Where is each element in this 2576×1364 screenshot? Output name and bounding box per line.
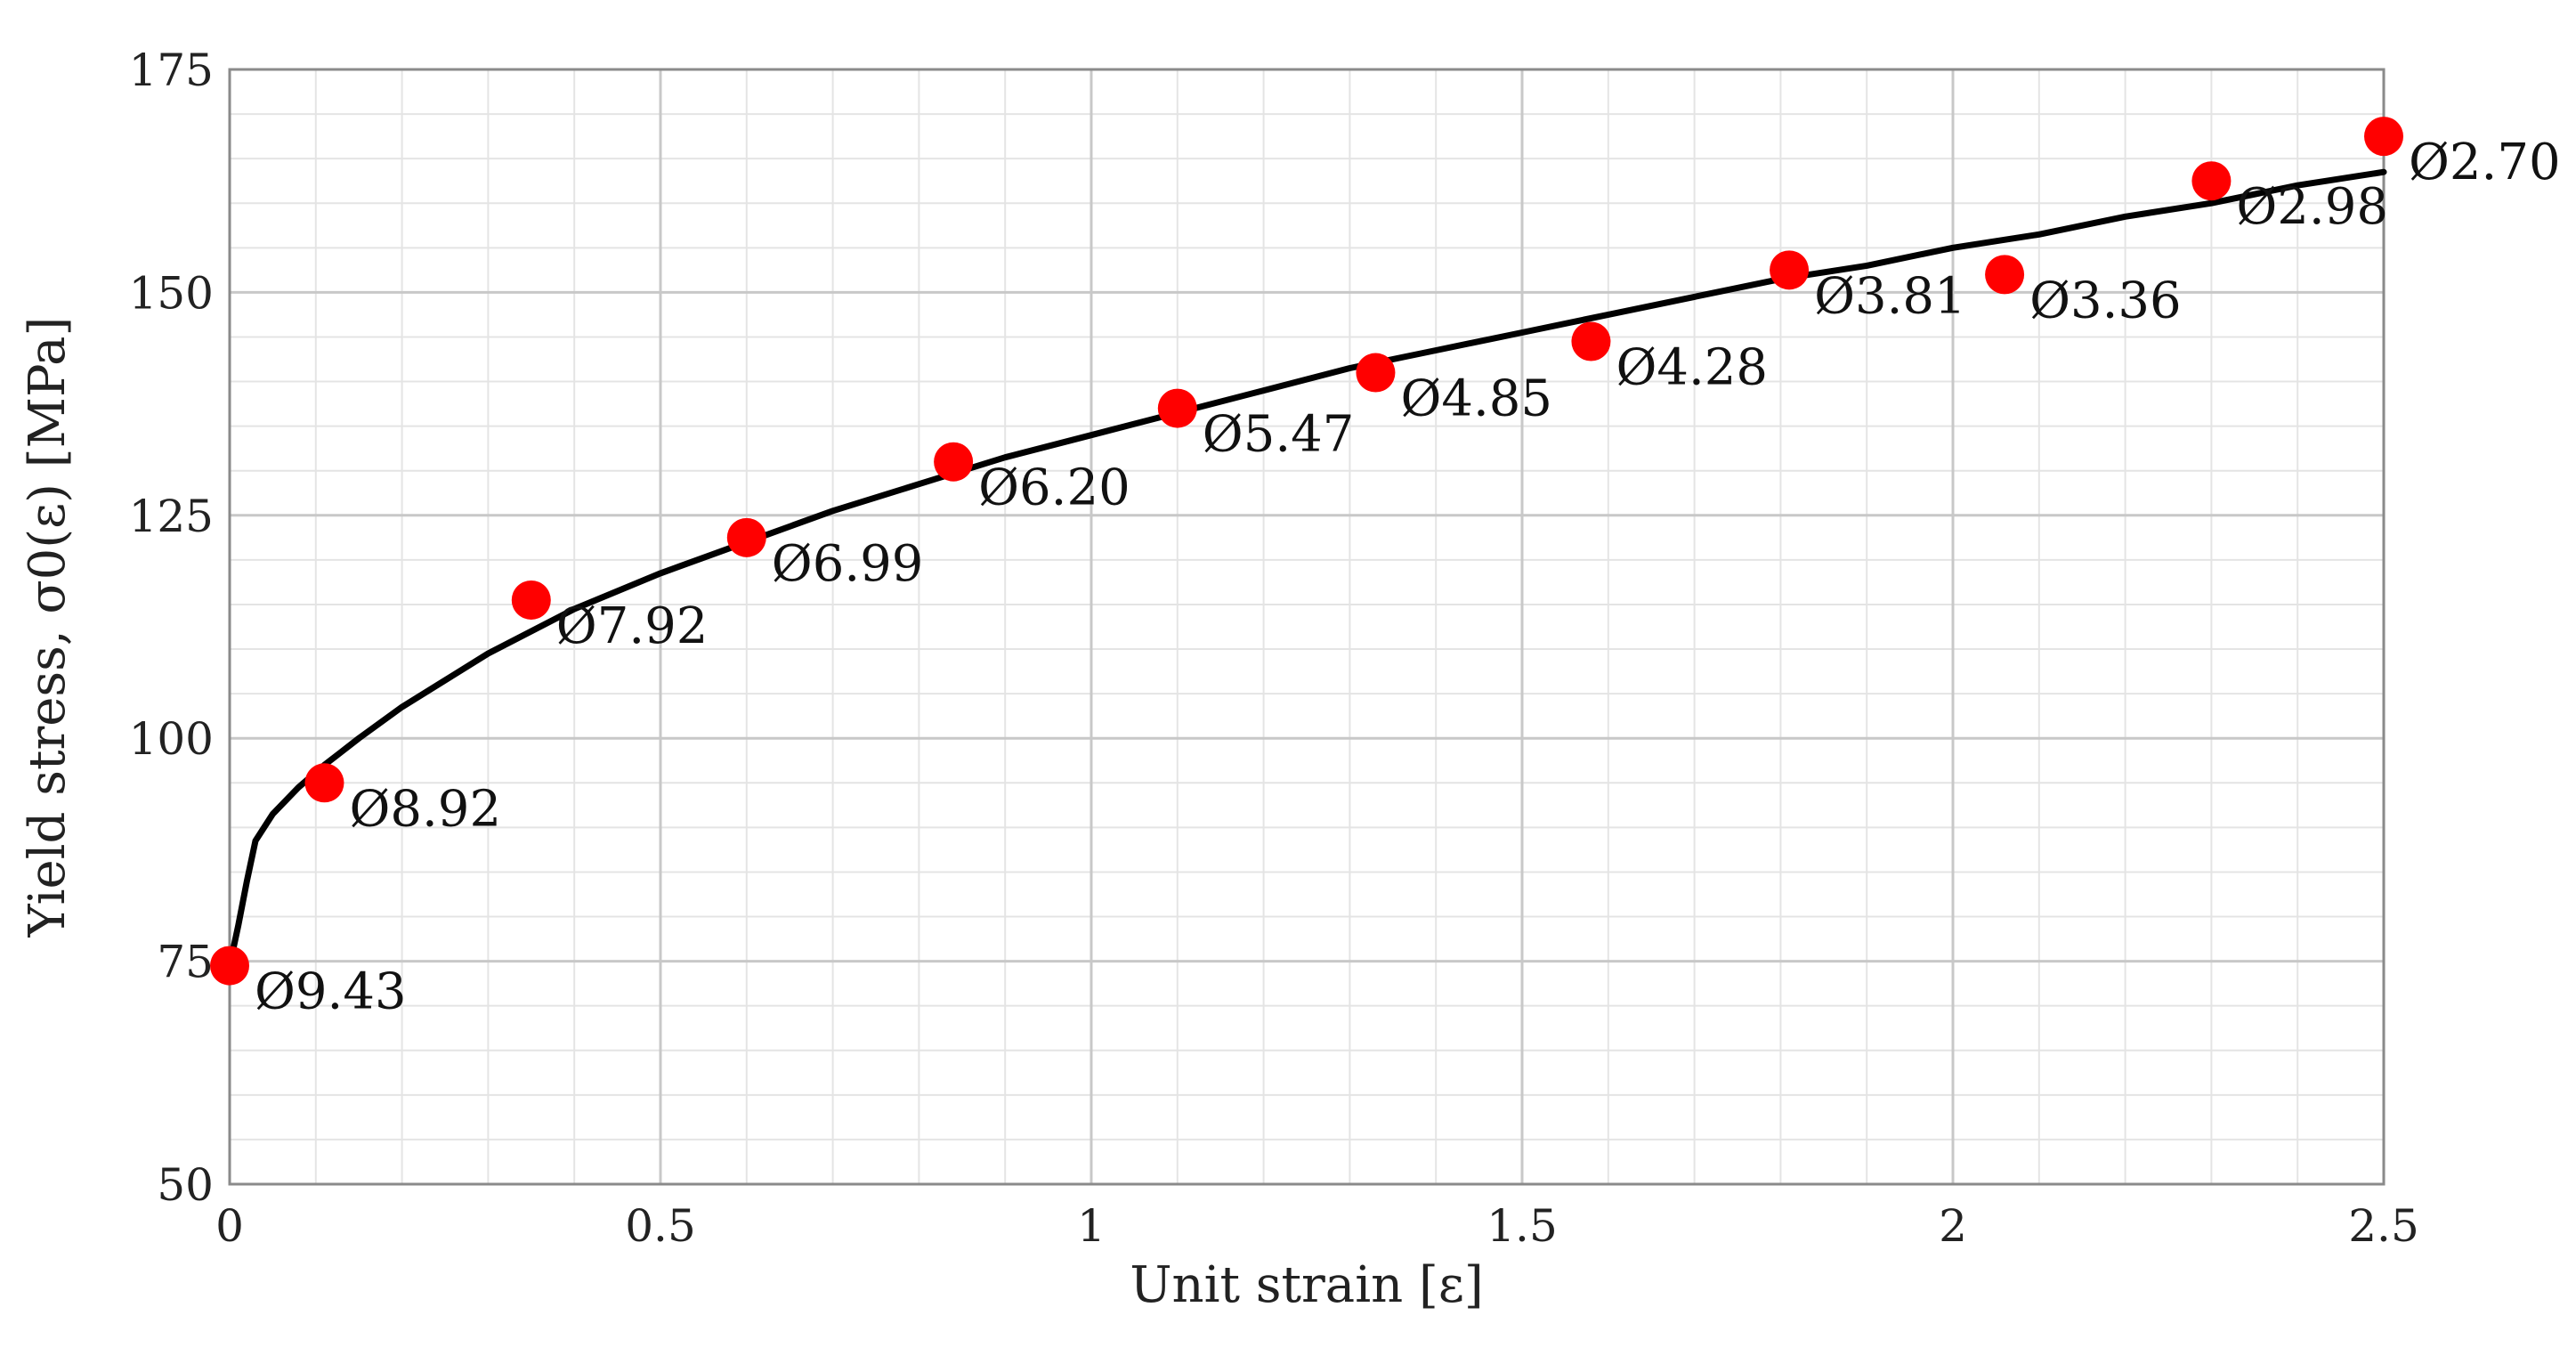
y-tick-label: 175 — [129, 45, 214, 96]
grid-minor-lines — [229, 69, 2385, 1185]
y-axis-label: Yield stress, σ0(ε) [MPa] — [19, 317, 77, 938]
data-point — [2364, 117, 2403, 157]
data-point-label: Ø9.43 — [255, 963, 407, 1021]
x-axis-label: Unit strain [ε] — [1130, 1256, 1483, 1314]
x-tick-label: 1.5 — [1486, 1200, 1558, 1252]
data-point-label: Ø8.92 — [349, 780, 501, 838]
data-point-label: Ø6.20 — [978, 459, 1130, 517]
data-point — [1985, 255, 2025, 295]
x-tick-label: 2 — [1939, 1200, 1967, 1252]
data-point — [934, 442, 974, 482]
data-point — [1356, 353, 1396, 393]
data-point — [304, 763, 344, 803]
data-point — [1157, 388, 1197, 428]
data-point — [726, 517, 766, 557]
y-tick-label: 100 — [129, 713, 214, 765]
data-point-label: Ø6.99 — [772, 535, 924, 593]
data-point — [511, 580, 551, 620]
data-point-label: Ø5.47 — [1203, 406, 1355, 464]
data-point — [1770, 250, 1810, 290]
fit-curve-line — [226, 168, 2387, 970]
data-point-label: Ø7.92 — [556, 597, 709, 655]
data-point-label: Ø4.85 — [1400, 370, 1552, 428]
data-point — [1571, 321, 1611, 361]
data-point-label: Ø2.98 — [2236, 178, 2388, 236]
x-tick-label: 0.5 — [625, 1200, 696, 1252]
plot-area-frame — [228, 68, 2386, 1186]
data-point-label: Ø4.28 — [1616, 338, 1768, 396]
y-tick-label: 75 — [157, 937, 214, 988]
data-points — [210, 117, 2403, 986]
y-axis-ticks: 50 75 100 125 150 175 — [129, 45, 214, 1211]
data-point-labels: Ø9.43 Ø8.92 Ø7.92 Ø6.99 Ø6.20 Ø5.47 Ø4.85 Ø4.28… — [255, 134, 2561, 1020]
data-point-label: Ø3.81 — [1814, 267, 1966, 325]
data-point — [210, 946, 249, 986]
grid-major-lines — [228, 68, 2386, 1186]
x-tick-label: 2.5 — [2348, 1200, 2419, 1252]
x-tick-label: 1 — [1077, 1200, 1106, 1252]
x-tick-label: 0 — [215, 1200, 244, 1252]
data-point-label: Ø3.36 — [2029, 272, 2182, 329]
x-axis-ticks: 0 0.5 1 1.5 2 2.5 — [215, 1200, 2419, 1252]
data-point-label: Ø2.70 — [2409, 134, 2561, 191]
y-tick-label: 125 — [129, 491, 214, 542]
y-tick-label: 50 — [157, 1159, 214, 1211]
y-tick-label: 150 — [129, 267, 214, 319]
data-point — [2191, 161, 2232, 201]
